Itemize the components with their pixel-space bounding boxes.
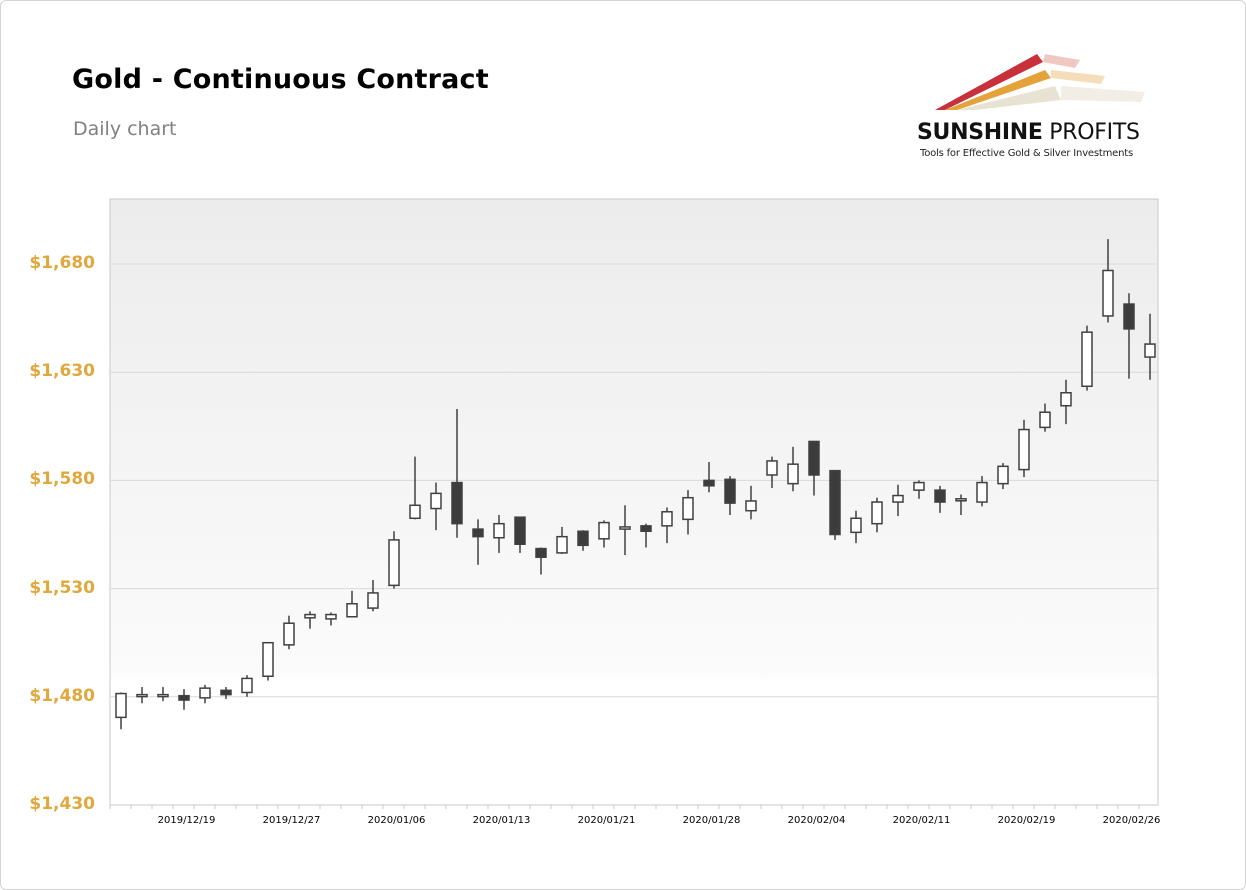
x-tick-label: 2020/02/11: [892, 815, 951, 826]
candle-up: [787, 446, 799, 492]
candle-down: [829, 469, 841, 540]
candle-up: [1102, 239, 1114, 323]
x-tick-label: 2020/02/26: [1102, 815, 1161, 826]
plot-area: [109, 198, 1159, 806]
x-tick-label: 2020/01/21: [577, 815, 636, 826]
candle-up: [1060, 379, 1072, 425]
candle-down: [451, 408, 463, 538]
candle-up: [871, 497, 883, 533]
candle-up: [325, 612, 337, 626]
candle-up: [913, 480, 925, 499]
candle-down: [808, 440, 820, 496]
candle-up: [304, 611, 316, 629]
sunshine-profits-logo: SUNSHINE PROFITS Tools for Effective Gol…: [905, 40, 1165, 180]
candle-down: [1123, 293, 1135, 379]
candle-down: [220, 687, 232, 699]
candle-up: [892, 484, 904, 517]
candle-down: [703, 462, 715, 493]
candle-down: [514, 516, 526, 553]
gridlines: [110, 263, 1158, 698]
candle-up: [136, 687, 148, 704]
candle-up: [997, 463, 1009, 490]
x-tick-label: 2020/01/06: [367, 815, 426, 826]
candle-up: [682, 490, 694, 535]
candle-up: [598, 520, 610, 548]
candle-up: [430, 482, 442, 531]
candles: [115, 239, 1156, 730]
candle-up: [955, 494, 967, 516]
chart-title: Gold - Continuous Contract: [72, 64, 489, 95]
y-tick-label: $1,630: [29, 361, 95, 382]
candle-down: [472, 519, 484, 565]
x-tick-label: 2020/01/13: [472, 815, 531, 826]
y-tick-label: $1,680: [29, 253, 95, 273]
candle-up: [850, 510, 862, 544]
y-tick-label: $1,530: [29, 577, 95, 598]
y-tick-label: $1,430: [29, 794, 95, 814]
candle-up: [1144, 313, 1156, 380]
x-tick-label: 2020/02/04: [787, 815, 846, 826]
candle-up: [262, 641, 274, 681]
candle-up: [283, 615, 295, 650]
logo-tagline: Tools for Effective Gold & Silver Invest…: [920, 148, 1133, 159]
candle-up: [199, 684, 211, 704]
candle-up: [241, 675, 253, 697]
chart-subtitle: Daily chart: [73, 118, 177, 140]
y-tick-label: $1,580: [29, 469, 95, 490]
candle-up: [619, 505, 631, 556]
candle-down: [577, 530, 589, 551]
candle-up: [346, 590, 358, 618]
candle-up: [556, 526, 568, 554]
candle-up: [1018, 419, 1030, 478]
candle-up: [1081, 325, 1093, 391]
candle-down: [724, 476, 736, 516]
y-tick-label: $1,480: [29, 685, 95, 706]
candle-up: [367, 579, 379, 612]
candle-up: [493, 515, 505, 553]
candle-up: [1039, 403, 1051, 432]
candle-up: [976, 476, 988, 507]
x-tick-label: 2020/01/28: [682, 815, 741, 826]
candle-up: [115, 692, 127, 730]
candle-up: [745, 485, 757, 520]
candle-up: [766, 456, 778, 488]
logo-rays-icon: [935, 54, 1145, 110]
logo-name: SUNSHINE PROFITS: [917, 120, 1140, 145]
x-axis-ticks: [109, 804, 1158, 809]
candle-down: [934, 485, 946, 513]
candle-down: [535, 547, 547, 575]
candle-up: [409, 456, 421, 520]
candle-up: [388, 531, 400, 589]
candle-down: [640, 523, 652, 548]
x-tick-label: 2019/12/27: [262, 815, 321, 826]
candle-down: [178, 689, 190, 710]
x-tick-label: 2020/02/19: [997, 815, 1056, 826]
candle-up: [661, 507, 673, 544]
candle-up: [157, 687, 169, 702]
x-tick-label: 2019/12/19: [157, 815, 216, 826]
